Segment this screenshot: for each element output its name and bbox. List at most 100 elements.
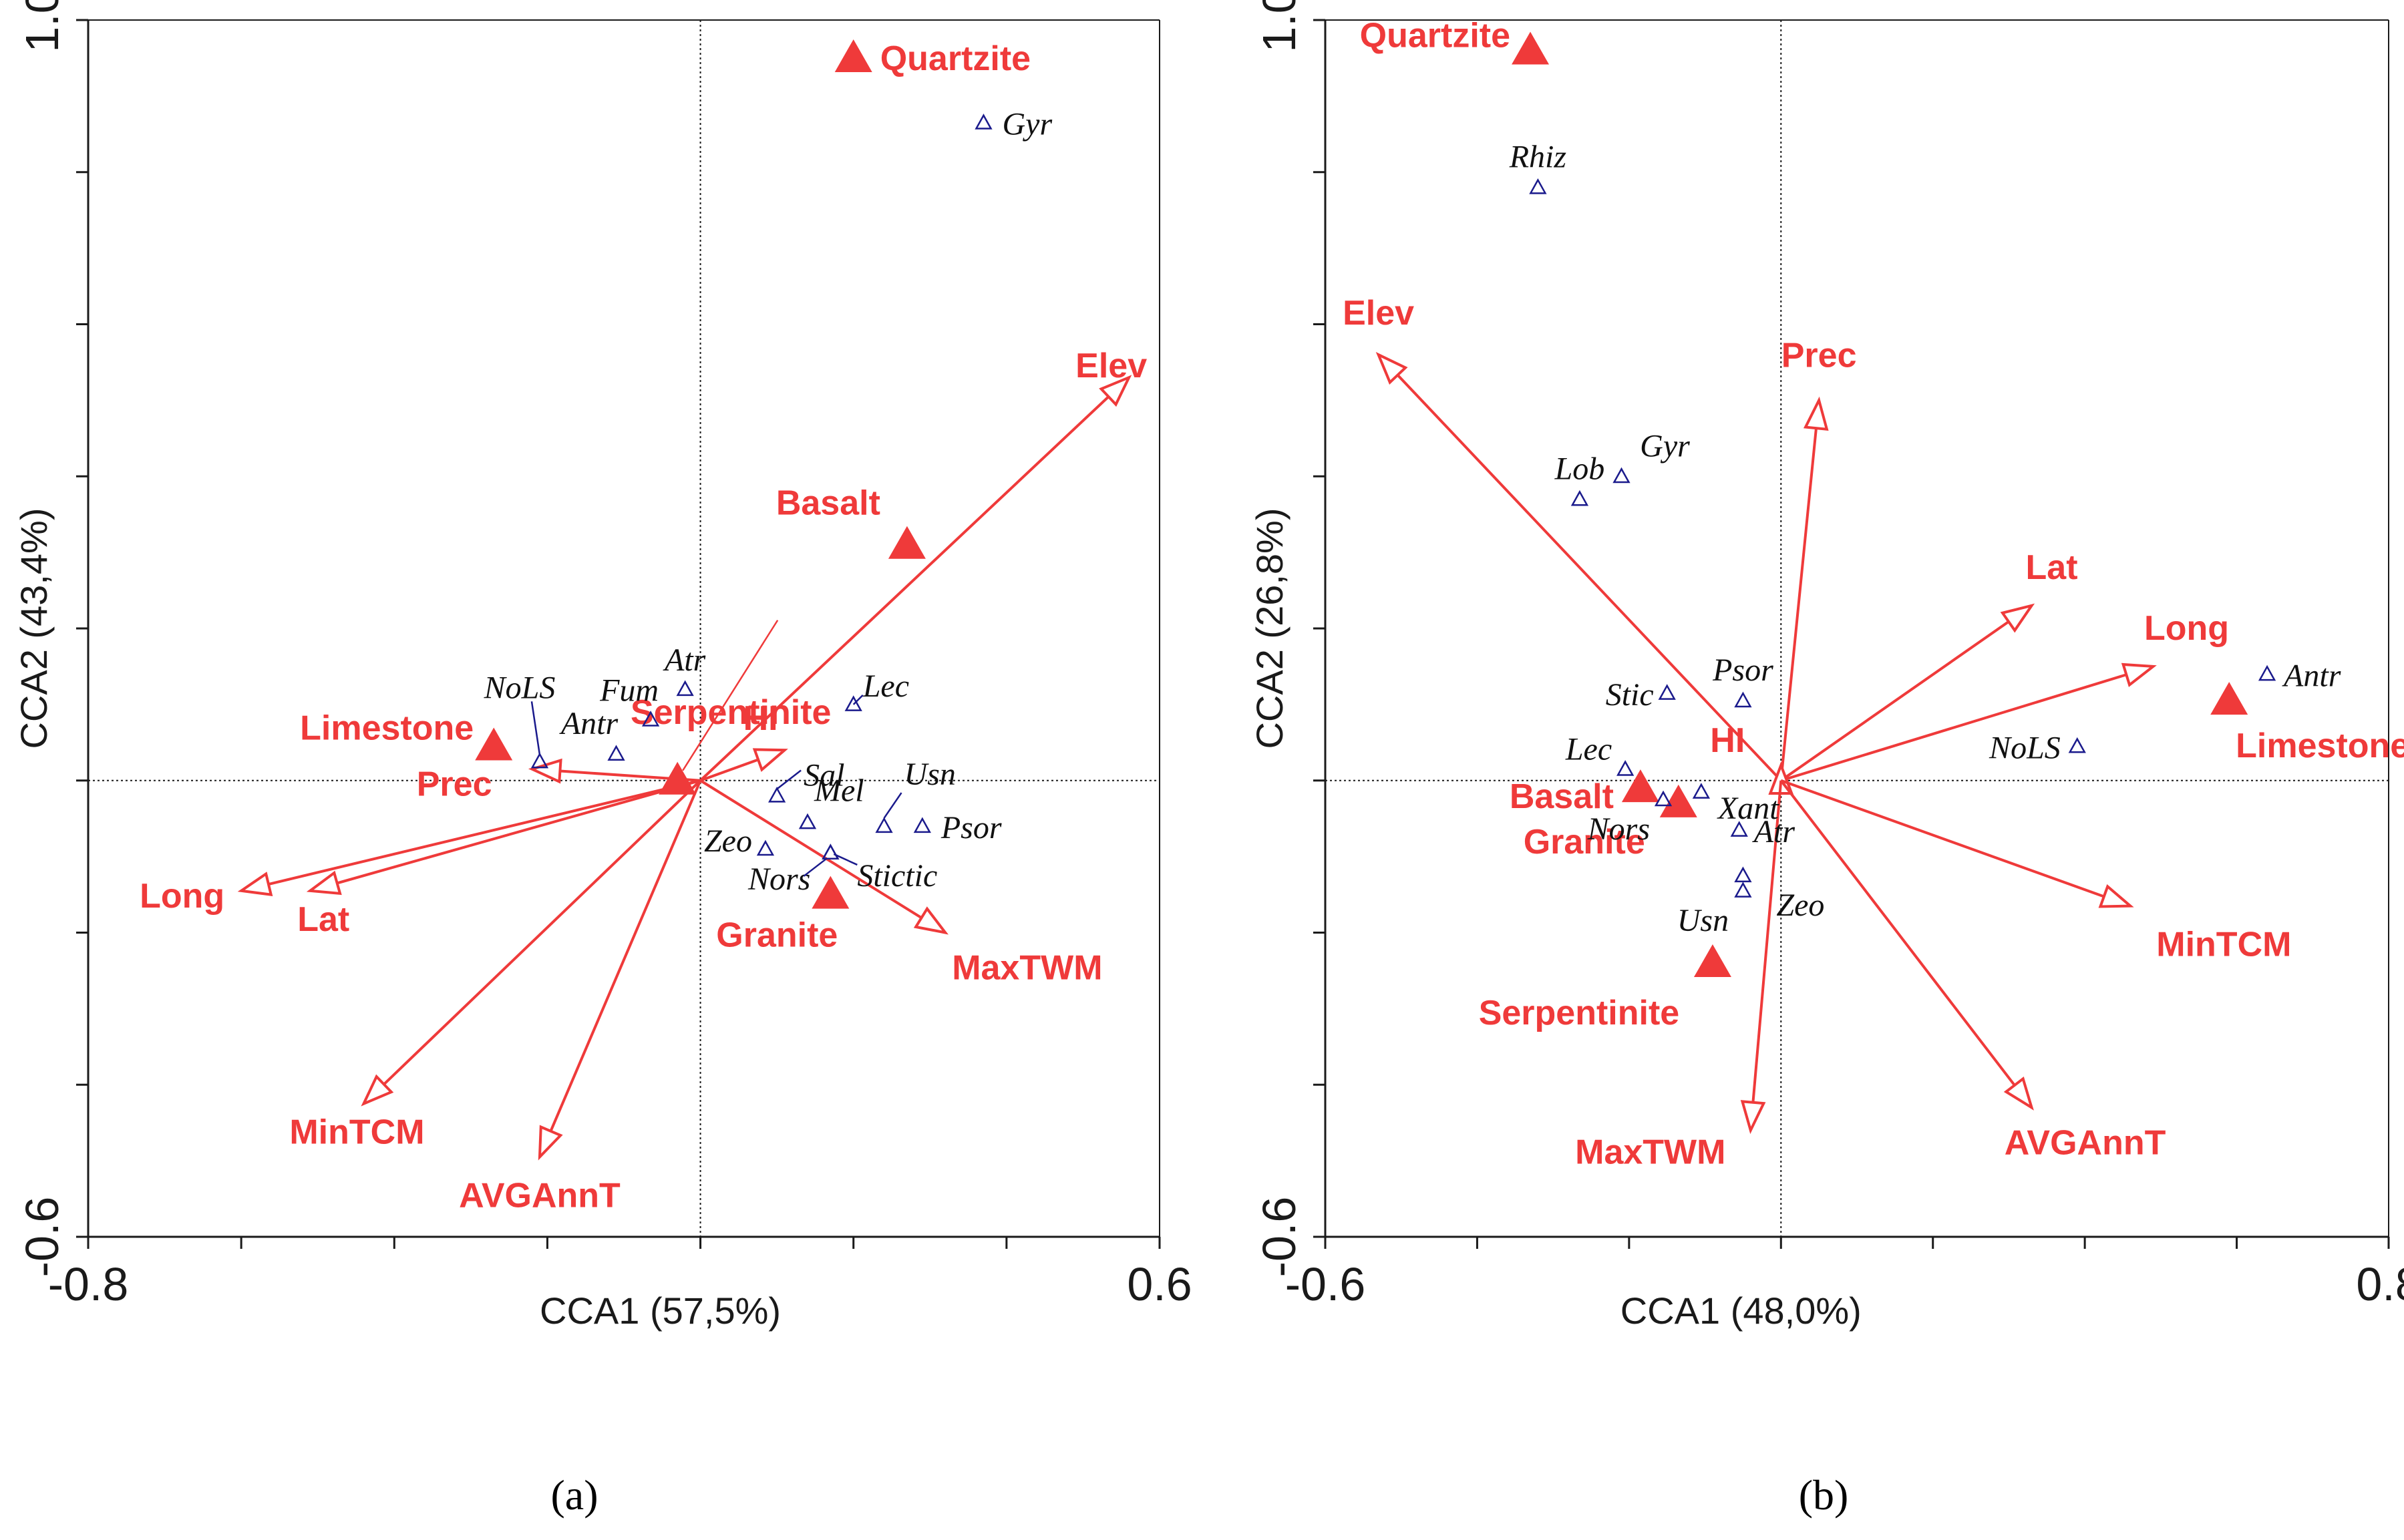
centroid-granite — [812, 876, 850, 909]
env-arrow-label: AVGAnnT — [459, 1176, 621, 1215]
species-gyr — [975, 114, 993, 130]
centroid-limestone — [2210, 682, 2248, 715]
env-arrow-label: Prec — [417, 765, 492, 804]
species-usn — [1734, 882, 1752, 898]
leader-line — [803, 857, 828, 877]
species-label: NoLS — [484, 670, 556, 705]
species-label: Antr — [2282, 658, 2341, 693]
x-axis-title: CCA1 (48,0%) — [1620, 1290, 1862, 1332]
species-label: Sal — [804, 758, 844, 793]
centroid-quartzite — [1512, 31, 1550, 65]
species-label: Nors — [747, 861, 810, 897]
species-label: Stic — [1606, 677, 1654, 713]
species-zeo — [756, 839, 775, 856]
species-label: Atr — [1752, 814, 1795, 849]
species-rhiz — [1529, 178, 1547, 194]
species-label: Xant — [1717, 791, 1779, 826]
species-label: Stictic — [857, 858, 937, 894]
env-arrow-elev — [699, 375, 1132, 782]
env-arrow-hi — [699, 748, 788, 782]
env-arrow-mintcm — [1780, 779, 2134, 908]
species-label: Atr — [663, 642, 706, 678]
env-arrow-label: Lat — [2026, 548, 2078, 587]
env-arrow-label: HI — [1710, 721, 1745, 760]
species-antr — [607, 745, 625, 761]
x-tick-label: 0.8 — [2356, 1258, 2404, 1310]
leader-line — [682, 620, 779, 771]
species-label: Psor — [1712, 652, 1773, 688]
env-arrow-label: Prec — [1781, 336, 1857, 375]
env-arrow-prec — [1779, 396, 1829, 781]
cca-panel-a: -0.8 0.6 1.0 -0.6 CCA1 (57,5%) CCA2 (43,4%) El… — [13, 0, 1192, 1519]
env-arrow-maxtwm — [699, 779, 949, 935]
species-label: Antr — [559, 706, 619, 741]
y-tick-label: -0.6 — [1253, 1197, 1305, 1278]
centroid-serpentinite — [659, 761, 697, 795]
species-atr — [676, 680, 694, 697]
species-xant — [1692, 783, 1711, 799]
y-tick-label: 1.0 — [16, 0, 68, 53]
species-label: Psor — [940, 810, 1002, 845]
species-nols — [530, 752, 549, 769]
species-psor — [1734, 691, 1752, 708]
centroid-serpentinite — [1693, 944, 1731, 978]
env-arrow-label: HI — [743, 699, 778, 738]
env-arrow-maxtwm — [1740, 780, 1783, 1135]
x-axis-title: CCA1 (57,5%) — [540, 1290, 781, 1332]
y-axis-title: CCA2 (43,4%) — [13, 508, 55, 749]
centroid-basalt — [888, 526, 926, 559]
env-arrow-avgannt — [538, 779, 702, 1161]
centroid-label: Limestone — [300, 709, 474, 748]
env-arrow-label: MaxTWM — [1575, 1133, 1725, 1172]
species-psor — [913, 817, 931, 833]
y-tick-label: 1.0 — [1253, 0, 1305, 53]
species-stic — [1658, 684, 1676, 700]
species-gyr — [1612, 467, 1630, 484]
centroid-label: Limestone — [2236, 727, 2404, 765]
env-arrow-label: Long — [2144, 609, 2229, 648]
env-arrow-label: Lat — [297, 900, 349, 939]
species-zeo — [1734, 866, 1752, 883]
y-tick-label: -0.6 — [16, 1197, 68, 1278]
y-axis-title: CCA2 (26,8%) — [1248, 508, 1291, 749]
env-arrow-elev — [1375, 351, 1782, 782]
species-label: Fum — [599, 673, 659, 709]
env-arrow-label: MaxTWM — [952, 949, 1102, 988]
centroid-granite — [1659, 784, 1697, 817]
species-label: Lob — [1554, 451, 1605, 486]
species-stictic — [822, 843, 840, 859]
env-arrow-long — [1780, 662, 2157, 782]
species-label: Zeo — [704, 823, 752, 859]
species-label: Usn — [904, 757, 956, 792]
species-lec — [844, 695, 862, 711]
species-label: Lec — [862, 668, 909, 704]
centroid-label: Basalt — [1510, 777, 1614, 816]
species-usn — [875, 817, 893, 833]
species-label: Gyr — [1640, 428, 1690, 463]
env-arrow-lat — [1780, 603, 2035, 782]
leader-line — [776, 769, 802, 790]
cca-panel-b: -0.6 0.8 1.0 -0.6 CCA1 (48,0%) CCA2 (26,8%) El… — [1248, 0, 2404, 1519]
env-arrow-label: Elev — [1343, 294, 1414, 333]
species-label: Usn — [1677, 903, 1729, 938]
species-label: Lec — [1565, 732, 1612, 767]
centroid-label: Quartzite — [880, 39, 1031, 78]
env-arrow-mintcm — [361, 779, 701, 1107]
centroid-label: Serpentinite — [631, 693, 832, 732]
centroid-label: Granite — [716, 916, 838, 955]
panel-caption: (b) — [1799, 1471, 1849, 1519]
species-nors — [1654, 790, 1673, 807]
env-arrow-label: MinTCM — [289, 1113, 424, 1152]
env-arrow-long — [237, 779, 701, 896]
species-label: Mel — [814, 773, 864, 808]
centroid-label: Quartzite — [1360, 17, 1510, 55]
env-arrow-lat — [306, 779, 701, 896]
species-lob — [1570, 490, 1589, 506]
centroid-label: Granite — [1524, 823, 1645, 861]
species-mel — [798, 813, 817, 829]
species-atr — [1730, 821, 1748, 837]
centroid-limestone — [475, 727, 513, 761]
leader-line — [852, 694, 864, 705]
species-lec — [1616, 760, 1635, 776]
